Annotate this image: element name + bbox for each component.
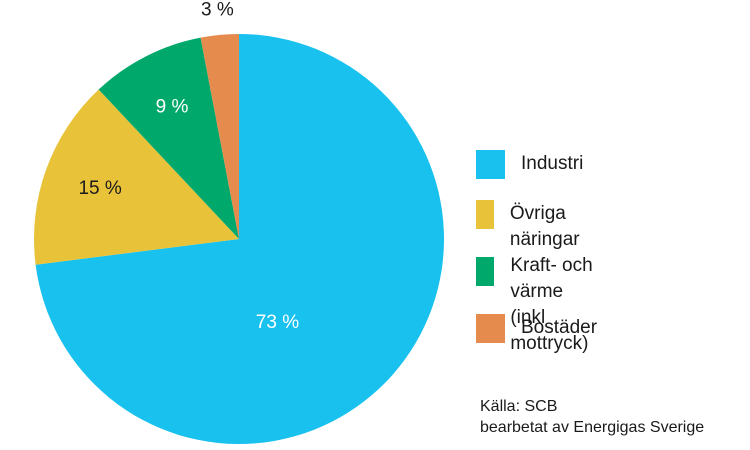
- legend-swatch-kraft-och-varme: [476, 257, 495, 286]
- legend-swatch-bostader: [476, 314, 505, 343]
- legend-swatch-industri: [476, 150, 505, 179]
- slice-ovriga-naringar-label: 15 %: [78, 178, 121, 199]
- legend-swatch-ovriga-naringar: [476, 200, 494, 229]
- legend-label-kraft-och-varme: Kraft- och värme (inkl mottryck): [510, 255, 593, 354]
- slice-ovriga-naringar: [34, 89, 240, 265]
- slice-industri-label: 73 %: [256, 312, 299, 333]
- legend-label-bostader: Bostäder: [521, 317, 598, 338]
- legend-label-ovriga-naringar: Övriga näringar: [509, 203, 580, 250]
- source-line-1: Källa: SCB: [480, 398, 558, 415]
- slice-bostader: [200, 34, 239, 239]
- slice-industri: [35, 34, 444, 444]
- legend-item-ovriga-naringar: Övriga näringar: [476, 200, 591, 253]
- slice-bostader-label: 3 %: [201, 0, 234, 20]
- slice-kraft-och-varme: [98, 37, 239, 239]
- source-line-2: bearbetat av Energigas Sverige: [480, 419, 705, 436]
- legend-item-bostader: Bostäder: [476, 314, 597, 343]
- pie-slices: [34, 34, 444, 444]
- source-note: Källa: SCB bearbetat av Energigas Sverig…: [480, 396, 704, 438]
- slice-labels: 73 % 15 % 9 % 3 %: [78, 0, 299, 333]
- slice-kraft-och-varme-label: 9 %: [156, 97, 189, 118]
- legend-label-industri: Industri: [521, 153, 584, 174]
- legend-item-industri: Industri: [476, 150, 583, 179]
- legend-item-kraft-och-varme: Kraft- och värme (inkl mottryck): [476, 255, 599, 357]
